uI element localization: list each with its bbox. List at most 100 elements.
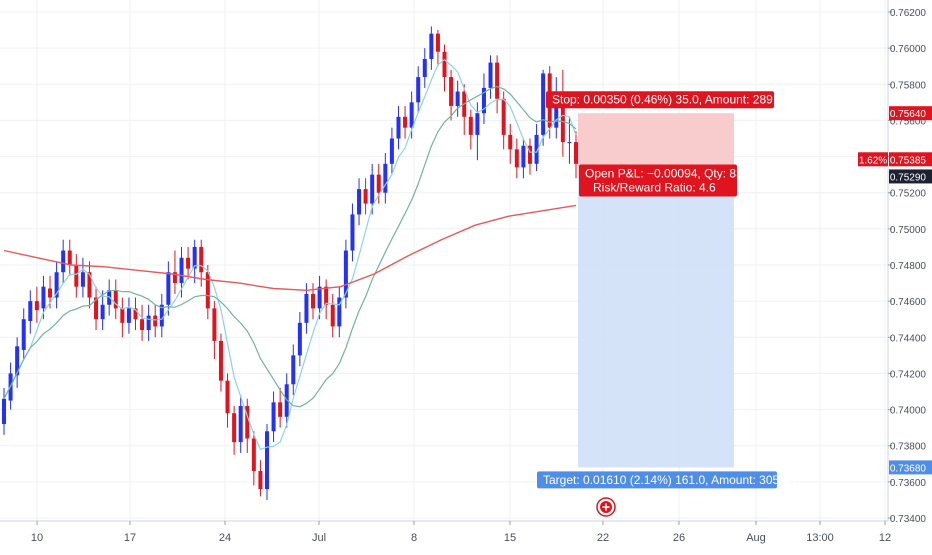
price-badge-label: 0.75640: [890, 109, 927, 120]
x-tick-label: 13:00: [806, 532, 834, 544]
candle-body: [218, 340, 223, 381]
y-tick-label: 0.75800: [890, 80, 927, 91]
candle: [74, 254, 79, 298]
candle-body: [113, 290, 118, 309]
candle-body: [396, 116, 401, 139]
y-tick-label: 0.74200: [890, 369, 927, 380]
candle-body: [278, 402, 283, 417]
candle: [330, 293, 335, 338]
candle-body: [94, 297, 99, 320]
candle-body: [383, 163, 388, 193]
add-order-icon[interactable]: [596, 497, 616, 517]
stop-label-box[interactable]: [546, 91, 774, 109]
price-badge: [889, 106, 932, 121]
candle-body: [455, 91, 460, 106]
candle-body: [153, 315, 158, 327]
y-tick-label: 0.76200: [890, 8, 927, 19]
target-label-box[interactable]: [537, 471, 777, 489]
candle-body: [429, 33, 434, 59]
candle: [61, 239, 66, 284]
candle: [422, 48, 427, 88]
candle-body: [172, 272, 177, 284]
candle: [574, 131, 578, 179]
candle: [159, 293, 164, 338]
candle-body: [422, 58, 427, 78]
candle-body: [468, 116, 473, 135]
candle-body: [521, 145, 526, 168]
candle: [232, 405, 237, 455]
y-tick-label: 0.74600: [890, 297, 927, 308]
stop-label: Stop: 0.00350 (0.46%) 35.0, Amount: 289.…: [552, 93, 790, 107]
price-badge-label: 0.73680: [890, 463, 927, 474]
candle-body: [245, 405, 250, 439]
candle: [192, 239, 197, 284]
candle-body: [481, 87, 486, 114]
candle-body: [264, 431, 269, 490]
x-tick-label: 10: [31, 532, 43, 544]
moving-average-fast: [3, 58, 577, 451]
candle: [264, 424, 269, 500]
candle-body: [363, 189, 368, 204]
y-tick-label: 0.74000: [890, 406, 927, 417]
candle-body: [28, 301, 33, 322]
candle-body: [238, 405, 243, 443]
candle: [389, 127, 394, 175]
candle-body: [67, 250, 72, 265]
candle-body: [80, 272, 85, 287]
pnl-label-box[interactable]: [579, 164, 737, 197]
candle-body: [442, 51, 447, 78]
candle: [21, 308, 26, 359]
candle: [251, 431, 256, 486]
candle: [258, 460, 263, 497]
candle: [80, 257, 85, 298]
candle-body: [192, 246, 197, 269]
candles: [2, 26, 578, 500]
x-tick-label: Jul: [312, 532, 326, 544]
candle: [455, 80, 460, 117]
candle: [126, 297, 131, 334]
candle-body: [159, 304, 164, 327]
candle: [481, 73, 486, 125]
candle: [205, 265, 210, 320]
y-tick-label: 0.73800: [890, 442, 927, 453]
candle: [442, 44, 447, 92]
x-tick-label: 12: [879, 532, 891, 544]
y-tick-label: 0.73400: [890, 514, 927, 525]
price-badge: [889, 460, 932, 475]
candle: [324, 279, 329, 320]
candle-body: [232, 413, 237, 443]
candle: [560, 69, 565, 157]
candle-body: [357, 189, 362, 215]
x-tick-label: 24: [219, 532, 231, 544]
candle-body: [100, 304, 105, 320]
candle-body: [126, 308, 131, 323]
candle-body: [554, 98, 559, 128]
candle: [133, 297, 138, 331]
candle-body: [403, 116, 408, 128]
candle: [514, 138, 519, 179]
candle-body: [337, 297, 342, 327]
candle: [172, 250, 177, 294]
candle-body: [508, 134, 513, 150]
candle: [449, 69, 454, 121]
profit-target-zone: [578, 176, 734, 468]
candle-body: [317, 286, 322, 309]
candle-body: [21, 319, 26, 350]
candle: [94, 286, 99, 331]
moving-average-slow: [3, 204, 577, 292]
candle-body: [416, 77, 421, 103]
candle-body: [54, 272, 59, 298]
candle: [15, 337, 20, 388]
candle: [508, 124, 513, 164]
candle: [396, 105, 401, 150]
candle: [291, 344, 296, 396]
x-tick-label: 26: [673, 532, 685, 544]
candle: [100, 290, 105, 331]
candle: [225, 373, 230, 428]
x-tick-label: 17: [124, 532, 136, 544]
position-labels[interactable]: Stop: 0.00350 (0.46%) 35.0, Amount: 289.…: [537, 91, 796, 489]
